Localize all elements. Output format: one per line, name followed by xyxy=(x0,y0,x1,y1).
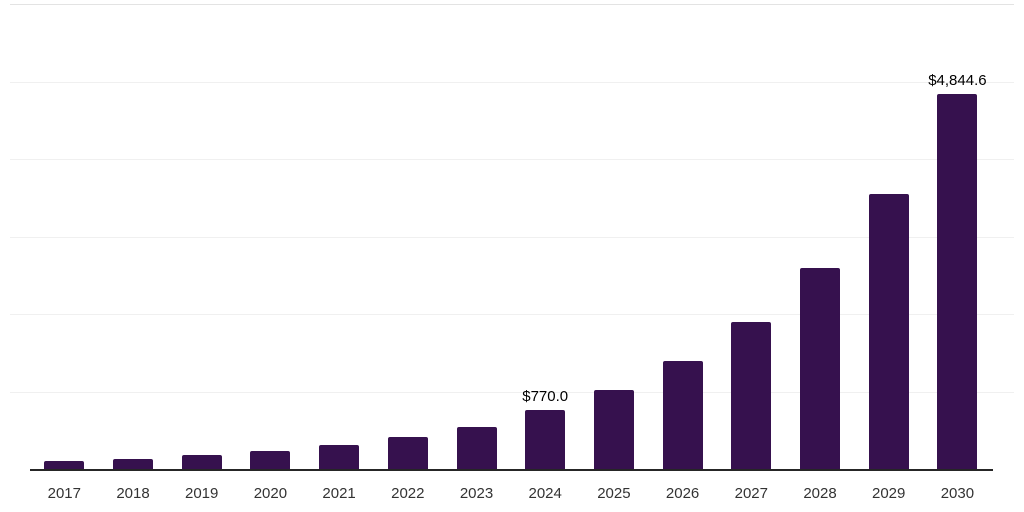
x-axis-label-2021: 2021 xyxy=(322,485,356,502)
bar-2027 xyxy=(731,322,772,470)
bar-2025 xyxy=(593,389,634,470)
bar-2018 xyxy=(113,458,153,470)
gridline-3000 xyxy=(10,236,1014,238)
x-axis-label-2019: 2019 xyxy=(185,485,219,502)
bar-2017 xyxy=(44,460,85,470)
bar-2029 xyxy=(868,194,909,470)
bar-2024 xyxy=(525,409,566,470)
gridline-6000 xyxy=(10,4,1014,5)
bar-2020 xyxy=(250,451,291,470)
bar-2019 xyxy=(181,454,222,470)
x-axis-label-2027: 2027 xyxy=(734,485,768,502)
x-axis-label-2025: 2025 xyxy=(597,485,631,502)
x-axis-label-2020: 2020 xyxy=(253,485,288,502)
bar-2026 xyxy=(662,360,703,470)
x-axis-label-2026: 2026 xyxy=(665,485,700,502)
x-axis-label-2024: 2024 xyxy=(528,485,562,502)
data-label-2024: $770.0 xyxy=(522,387,569,405)
x-axis-label-2028: 2028 xyxy=(803,485,837,502)
data-label-2030: $4,844.6 xyxy=(928,71,987,89)
x-axis-label-2023: 2023 xyxy=(459,485,494,502)
bar-2021 xyxy=(319,445,360,470)
x-axis-label-2022: 2022 xyxy=(391,485,425,502)
x-axis-line xyxy=(30,468,993,471)
x-axis-label-2018: 2018 xyxy=(116,485,150,502)
gridline-4000 xyxy=(10,159,1014,161)
gridline-2000 xyxy=(10,314,1014,316)
gridline-1000 xyxy=(10,391,1014,393)
bar-2030 xyxy=(937,93,978,470)
gridline-5000 xyxy=(10,81,1014,83)
x-axis-label-2030: 2030 xyxy=(940,485,975,502)
x-axis-label-2029: 2029 xyxy=(872,485,906,502)
x-axis-label-2017: 2017 xyxy=(47,485,81,502)
bar-2028 xyxy=(800,267,840,470)
bar-2022 xyxy=(387,437,428,470)
bar-2023 xyxy=(456,427,497,470)
